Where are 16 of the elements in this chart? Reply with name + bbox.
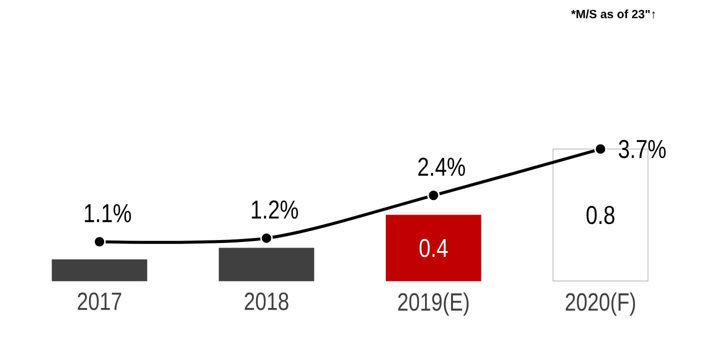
x-tick-label: 2020(F) [566, 292, 635, 316]
data-label: 2.4% [418, 158, 465, 176]
data-label: 0.8 [586, 206, 614, 224]
text: *M/S as of 23"↑ [571, 10, 655, 19]
point [594, 142, 607, 156]
data-label: 1.1% [84, 204, 131, 222]
data-label: 0.4 [420, 238, 448, 258]
bar [52, 259, 148, 282]
bar [218, 248, 314, 282]
x-tick-label: 2017 [78, 292, 122, 310]
data-label: 1.2% [252, 200, 298, 219]
x-tick-label: 2018 [244, 292, 288, 310]
x-tick-label: 2019(E) [398, 292, 469, 316]
point [427, 189, 440, 202]
data-label: 3.7% [618, 140, 666, 158]
bar [386, 214, 482, 282]
